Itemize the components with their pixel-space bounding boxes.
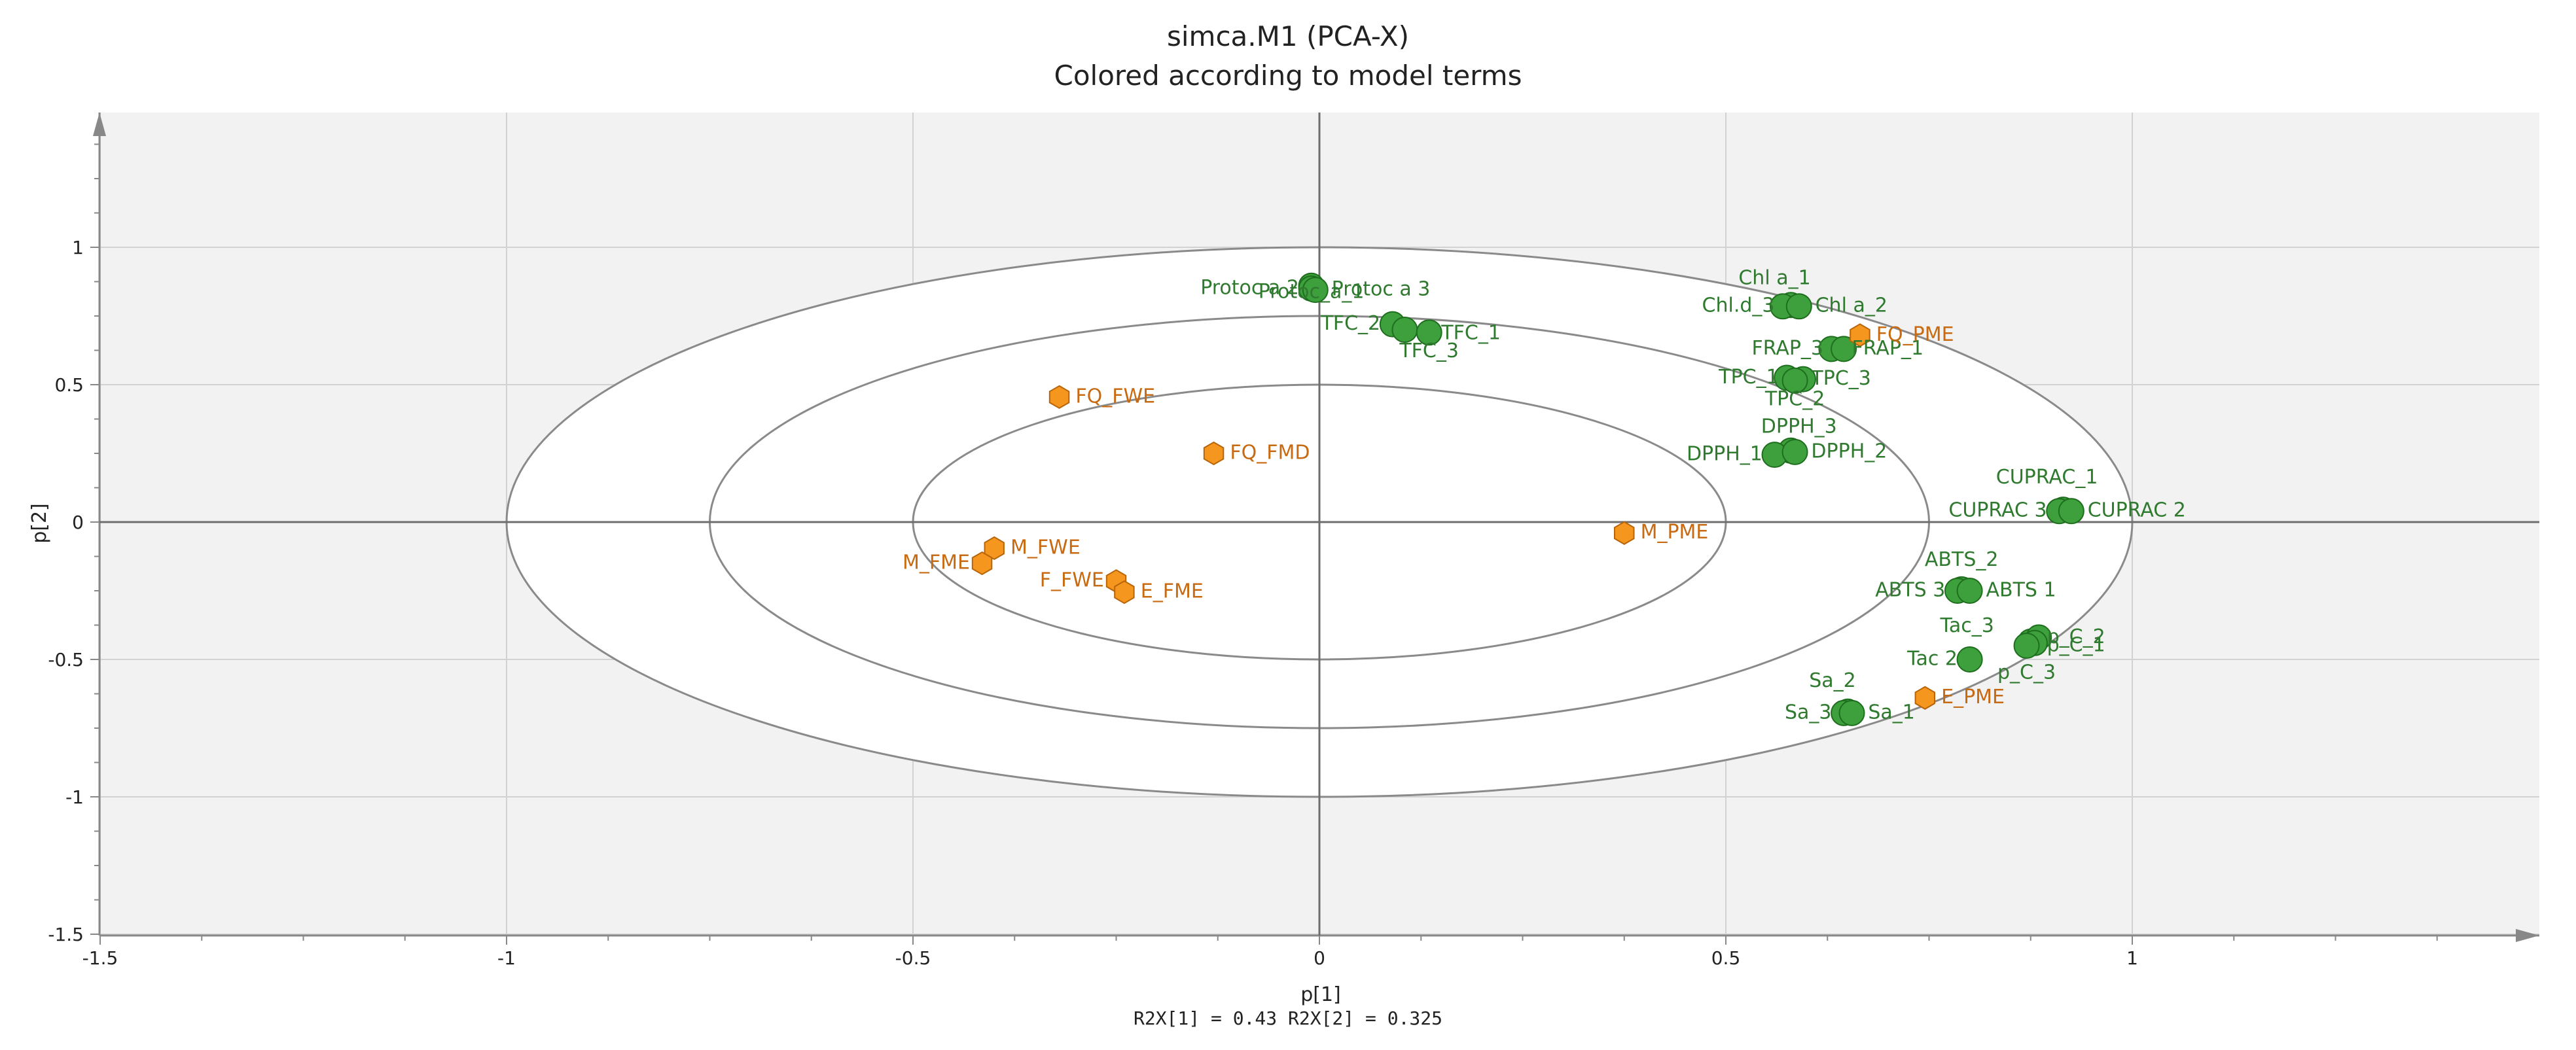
- sample-marker: [971, 551, 993, 576]
- variable-label: ABTS_2: [1925, 548, 1999, 571]
- variable-label: TFC_1: [1440, 322, 1501, 345]
- variable-label: ABTS 3: [1875, 578, 1945, 601]
- sample-marker: [1850, 323, 1870, 347]
- sample-label: F_FWE: [1040, 569, 1104, 592]
- y-tick-label: -1: [65, 786, 84, 808]
- variable-marker: [1781, 438, 1808, 465]
- sample-label: FQ_PME: [1876, 323, 1954, 346]
- variable-marker: [1956, 646, 1983, 673]
- variable-marker: [1956, 578, 1983, 604]
- variable-marker: [1302, 277, 1329, 304]
- x-axis-label: p[1]: [1300, 983, 1341, 1006]
- variable-label: Sa_1: [1868, 701, 1915, 724]
- variable-label: DPPH_1: [1687, 443, 1762, 466]
- sample-marker: [984, 536, 1005, 561]
- variable-label: CUPRAC_1: [1996, 466, 2098, 489]
- variable-label: Protoc a 3: [1332, 278, 1431, 301]
- sample-marker: [1114, 580, 1135, 604]
- y-tick-label: 0.5: [54, 374, 84, 396]
- y-tick-label: 1: [72, 237, 84, 258]
- variable-label: DPPH_3: [1761, 415, 1837, 438]
- sample-label: E_FME: [1141, 580, 1204, 603]
- variable-label: Protoc a 2: [1200, 276, 1299, 299]
- sample-marker: [1203, 441, 1225, 466]
- sample-label: FQ_FMD: [1230, 441, 1310, 464]
- variable-label: TPC_3: [1810, 367, 1870, 390]
- sample-marker: [1614, 521, 1635, 545]
- x-tick-label: -0.5: [895, 947, 931, 969]
- variable-label: CUPRAC 2: [2088, 499, 2186, 522]
- x-tick-label: 1: [2126, 947, 2138, 969]
- variable-label: p_C_2: [2047, 625, 2105, 648]
- sample-label: M_FME: [903, 551, 970, 574]
- variable-label: Chl.d_3: [1702, 294, 1775, 317]
- chart-subtitle: Colored according to model terms: [1054, 60, 1522, 92]
- variable-label: Sa_3: [1785, 701, 1832, 724]
- variable-label: Tac 2: [1906, 647, 1958, 670]
- x-tick-label: -1: [497, 947, 516, 969]
- tick-labels: -1.5 -1 -0.5 0 0.5 1 1 0.5 0 -0.5 -1 -1.5: [48, 143, 2438, 969]
- variable-label: Chl a_1: [1738, 267, 1810, 290]
- variable-marker: [2013, 633, 2040, 659]
- variable-label: Chl a_2: [1816, 294, 1887, 317]
- sample-marker: [1914, 686, 1935, 710]
- variable-label: Protoc_a_1: [1259, 281, 1365, 304]
- variable-label: ABTS 1: [1986, 578, 2056, 601]
- variable-label: TFC_3: [1399, 340, 1459, 362]
- variable-marker: [1781, 367, 1808, 394]
- variable-label: FRAP_3: [1751, 337, 1823, 360]
- variable-marker: [2058, 498, 2084, 525]
- variable-marker: [1391, 317, 1418, 343]
- variable-label: TPC_1: [1718, 366, 1778, 389]
- x-tick-label: 0.5: [1711, 947, 1741, 969]
- sample-label: FQ_FWE: [1075, 385, 1155, 408]
- x-tick-label: -1.5: [82, 947, 118, 969]
- sample-marker: [1048, 385, 1070, 410]
- y-axis-arrow: [93, 113, 106, 136]
- variable-label: TFC_2: [1321, 312, 1381, 335]
- x-tick-label: 0: [1314, 947, 1325, 969]
- variable-label: p_C_3: [1997, 661, 2056, 684]
- y-tick-label: -0.5: [48, 649, 84, 671]
- y-axis-label: p[2]: [28, 503, 51, 544]
- data-markers: [971, 272, 2084, 726]
- sample-label: M_FWE: [1011, 536, 1081, 559]
- variable-marker: [1838, 699, 1865, 726]
- sample-label: M_PME: [1641, 521, 1709, 544]
- variable-marker: [1831, 336, 1857, 362]
- variable-label: Tac_3: [1940, 614, 1994, 637]
- variable-marker: [1785, 293, 1812, 320]
- variable-label: Sa_2: [1809, 669, 1856, 692]
- variable-marker: [1416, 319, 1442, 346]
- variable-label: DPPH_2: [1811, 440, 1887, 463]
- variable-label: CUPRAC 3: [1948, 499, 2047, 522]
- variable-label: p_C_1: [2047, 633, 2105, 656]
- variable-label: FRAP_1: [1852, 337, 1924, 360]
- y-tick-label: 0: [72, 512, 84, 533]
- variable-label: TPC_2: [1764, 388, 1825, 411]
- chart-title: simca.M1 (PCA-X): [1167, 20, 1409, 52]
- sample-label: E_PME: [1941, 686, 2005, 709]
- y-tick-label: -1.5: [48, 924, 84, 945]
- variance-explained-footer: R2X[1] = 0.43 R2X[2] = 0.325: [1134, 1007, 1442, 1029]
- x-axis-arrow: [2516, 929, 2539, 942]
